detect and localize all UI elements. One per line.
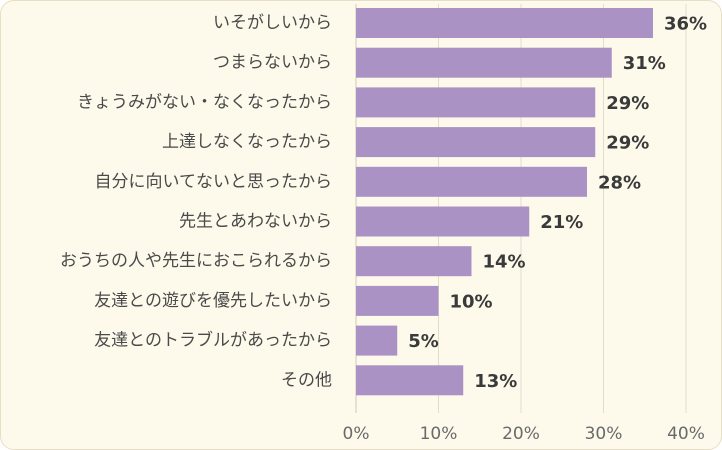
bar-8 — [356, 326, 397, 356]
bar-2 — [356, 87, 595, 117]
value-label: 36% — [664, 14, 707, 35]
value-label: 21% — [540, 212, 583, 233]
category-label: おうちの人や先生におこられるから — [60, 251, 332, 271]
category-label: つまらないから — [213, 53, 332, 73]
bar-7 — [356, 286, 439, 316]
bar-4 — [356, 167, 587, 197]
value-label: 13% — [474, 371, 517, 392]
category-label: 先生とあわないから — [179, 212, 332, 232]
bar-3 — [356, 127, 595, 157]
value-label: 10% — [450, 291, 493, 312]
category-label: 自分に向いてないと思ったから — [95, 172, 333, 192]
category-label: 友達とのトラブルがあったから — [94, 330, 332, 351]
bar-9 — [356, 365, 463, 395]
value-label: 28% — [598, 172, 641, 193]
category-label: 上達しなくなったから — [162, 132, 332, 152]
x-tick-label: 10% — [420, 424, 458, 444]
value-label: 5% — [408, 331, 439, 352]
x-tick-label: 40% — [667, 424, 705, 444]
x-tick-label: 30% — [585, 424, 623, 444]
bar-1 — [356, 48, 612, 78]
bar-0 — [356, 8, 653, 38]
category-label: その他 — [281, 370, 332, 390]
x-tick-label: 0% — [343, 424, 370, 444]
category-label: きょうみがない・なくなったから — [77, 92, 332, 112]
category-label: 友達との遊びを優先したいから — [94, 291, 332, 311]
bar-5 — [356, 207, 529, 237]
value-label: 31% — [623, 53, 666, 74]
value-label: 14% — [483, 252, 526, 273]
value-label: 29% — [606, 133, 649, 154]
category-label: いそがしいから — [213, 13, 332, 33]
value-label: 29% — [606, 93, 649, 114]
x-tick-label: 20% — [502, 424, 540, 444]
bar-6 — [356, 246, 472, 276]
